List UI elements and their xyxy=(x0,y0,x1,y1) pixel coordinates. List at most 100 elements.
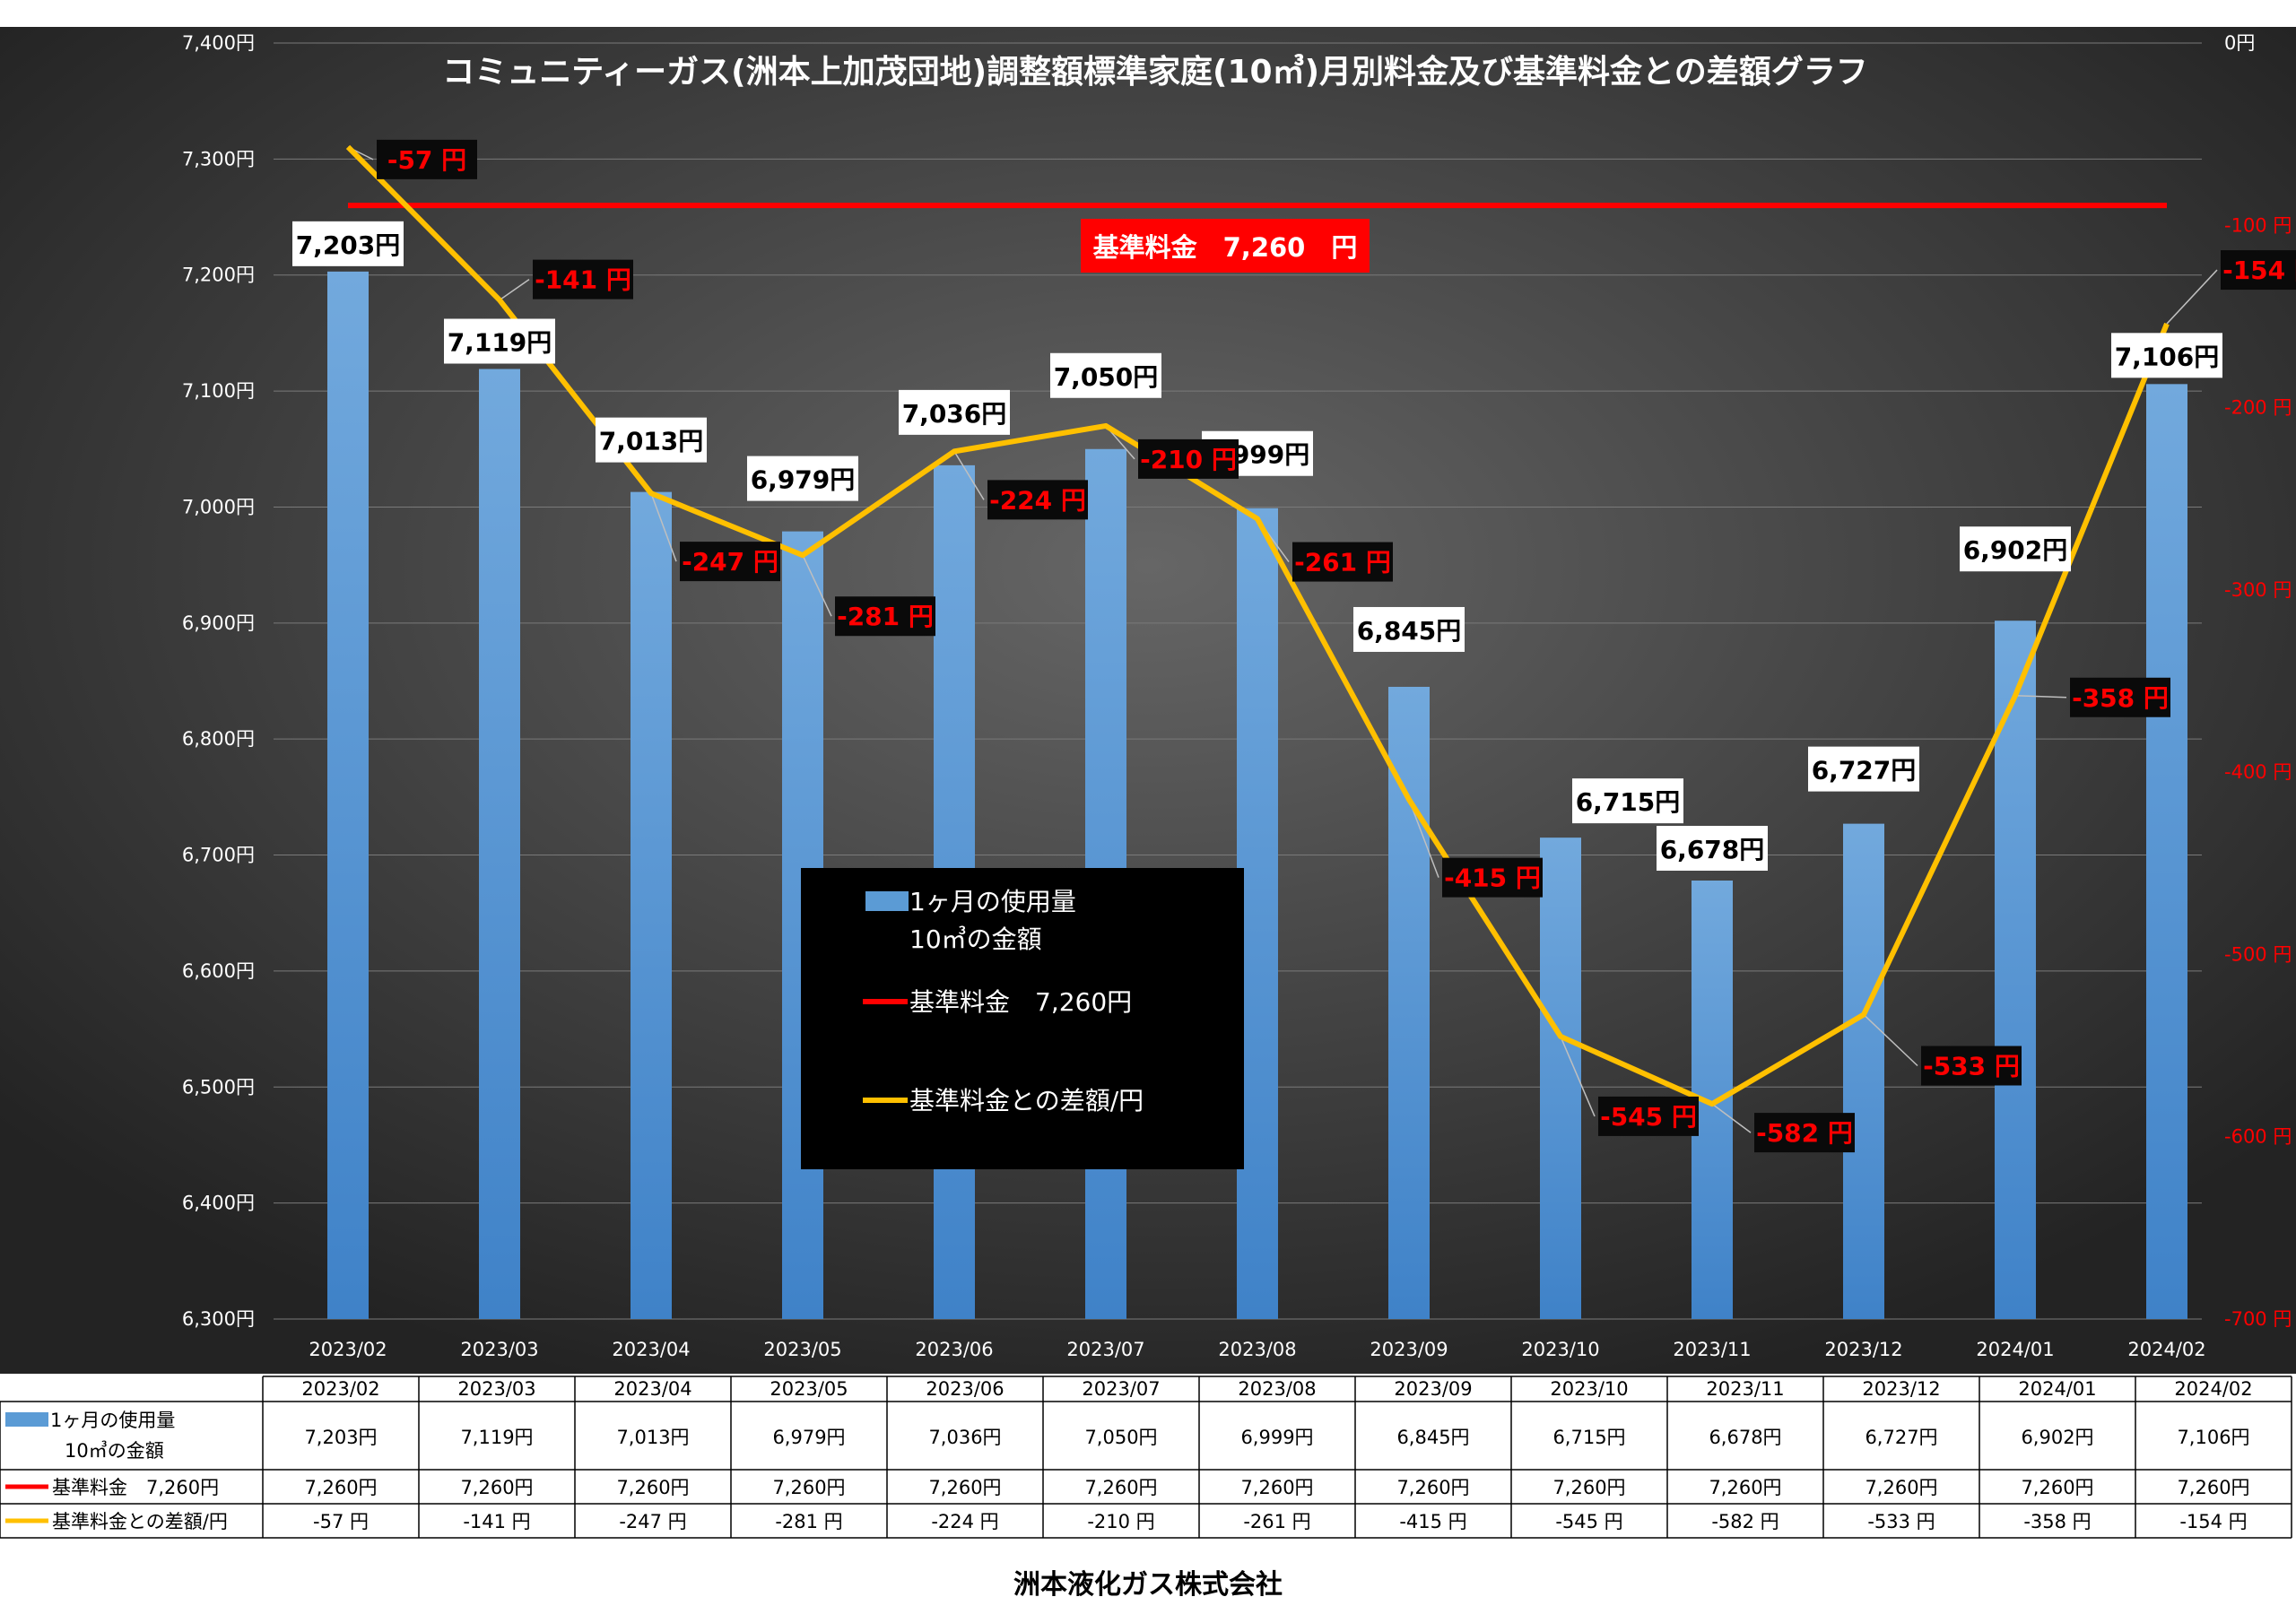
bar-label-box xyxy=(1050,352,1161,398)
table-cell: 7,119円 xyxy=(460,1427,533,1448)
bar-label-box xyxy=(1572,778,1683,824)
table-cell: 7,260円 xyxy=(1709,1477,1781,1498)
table-cell: 6,999円 xyxy=(1240,1427,1313,1448)
table-header: 2023/02 xyxy=(301,1378,379,1400)
diff-value-label: -247 円 xyxy=(682,547,778,577)
bar xyxy=(327,271,369,1319)
diff-value-label: -358 円 xyxy=(2072,683,2169,713)
legend-red-label: 基準料金 7,260円 xyxy=(909,987,1132,1017)
bar-label-box xyxy=(747,456,858,501)
right-tick-label: -500 円 xyxy=(2224,943,2292,965)
left-tick-label: 6,800円 xyxy=(182,728,255,750)
left-tick-label: 6,500円 xyxy=(182,1076,255,1098)
table-cell: 7,106円 xyxy=(2177,1427,2249,1448)
table-cell: -261 円 xyxy=(1243,1511,1310,1532)
table-row-header: 10㎥の金額 xyxy=(65,1440,164,1462)
diff-value-label: -281 円 xyxy=(837,602,934,631)
diff-value-label: -582 円 xyxy=(1756,1118,1853,1148)
table-cell: 7,013円 xyxy=(616,1427,689,1448)
x-tick-label: 2024/01 xyxy=(1976,1339,2054,1360)
diff-value-label: -533 円 xyxy=(1923,1052,2020,1081)
table-row-header: 基準料金 7,260円 xyxy=(52,1477,219,1498)
x-tick-label: 2023/07 xyxy=(1066,1339,1144,1360)
table-cell: 7,260円 xyxy=(460,1477,533,1498)
table-header: 2023/03 xyxy=(457,1378,535,1400)
left-tick-label: 7,100円 xyxy=(182,380,255,402)
table-row-header: 基準料金との差額/円 xyxy=(52,1511,228,1532)
table-header: 2023/10 xyxy=(1550,1378,1628,1400)
legend: 1ヶ月の使用量 10㎥の金額 基準料金 7,260円 基準料金との差額/円 xyxy=(801,868,1244,1169)
table-cell: 7,260円 xyxy=(772,1477,845,1498)
x-tick-label: 2023/02 xyxy=(309,1339,387,1360)
table-cell: 6,727円 xyxy=(1865,1427,1937,1448)
data-table: 2023/02 7,203円 7,260円 -57 円 2023/03 7,119円 7,2… xyxy=(0,1374,2296,1553)
left-tick-label: 7,300円 xyxy=(182,148,255,169)
table-bar-swatch xyxy=(5,1412,48,1427)
leader-line xyxy=(953,450,985,500)
table-cell: 7,050円 xyxy=(1084,1427,1157,1448)
bar-value-label: 6,902円 xyxy=(1963,535,2068,565)
table-cell: -57 円 xyxy=(313,1511,369,1532)
bar-label-box xyxy=(899,389,1010,435)
bar-value-label: 6,727円 xyxy=(1812,756,1917,785)
bar-value-label: 7,036円 xyxy=(902,399,1007,429)
left-tick-label: 7,200円 xyxy=(182,265,255,286)
diff-value-label: -154 円 xyxy=(2222,256,2296,285)
table-cell: -582 円 xyxy=(1711,1511,1779,1532)
x-tick-label: 2023/11 xyxy=(1673,1339,1751,1360)
table-cell: 7,203円 xyxy=(304,1427,377,1448)
leader-line xyxy=(2014,695,2067,699)
table-cell: 6,678円 xyxy=(1709,1427,1781,1448)
diff-label-box xyxy=(1292,542,1393,582)
diff-label-box xyxy=(1138,438,1239,479)
leader-line xyxy=(1408,799,1439,878)
left-tick-label: 6,400円 xyxy=(182,1193,255,1214)
bar xyxy=(1995,621,2036,1319)
right-tick-label: -600 円 xyxy=(2224,1126,2292,1148)
diff-value-label: -545 円 xyxy=(1600,1102,1697,1132)
bar xyxy=(631,491,672,1319)
x-axis-labels: 2023/02 2023/03 2023/04 2023/05 2023/06 2023/… xyxy=(309,1339,2205,1360)
bar-value-label: 6,715円 xyxy=(1576,787,1681,817)
x-tick-label: 2023/10 xyxy=(1521,1339,1599,1360)
x-tick-label: 2023/12 xyxy=(1824,1339,1902,1360)
diff-value-label: -210 円 xyxy=(1140,445,1237,474)
table-cell: -281 円 xyxy=(775,1511,842,1532)
x-tick-label: 2023/03 xyxy=(460,1339,538,1360)
right-tick-label: -400 円 xyxy=(2224,761,2292,783)
diff-label-box xyxy=(377,139,477,179)
left-tick-label: 7,000円 xyxy=(182,496,255,517)
bar-value-label: 7,203円 xyxy=(296,230,401,260)
table-header: 2023/08 xyxy=(1238,1378,1316,1400)
diff-label-box xyxy=(533,259,633,299)
table-cell: 7,260円 xyxy=(1865,1477,1937,1498)
x-tick-label: 2023/08 xyxy=(1218,1339,1296,1360)
table-cell: 6,845円 xyxy=(1396,1427,1469,1448)
diff-value-label: -141 円 xyxy=(535,265,631,295)
table-cell: 7,260円 xyxy=(304,1477,377,1498)
table-cell: 6,979円 xyxy=(772,1427,845,1448)
table-header: 2023/06 xyxy=(926,1378,1004,1400)
diff-label-box xyxy=(1598,1096,1699,1136)
table-cell: -358 円 xyxy=(2023,1511,2091,1532)
bar-value-label: 7,106円 xyxy=(2115,342,2220,371)
x-tick-label: 2023/09 xyxy=(1370,1339,1448,1360)
chart-title: コミュニティーガス(洲本上加茂団地)調整額標準家庭(10㎥)月別料金及び基準料金… xyxy=(442,53,1867,91)
diff-value-label: -57 円 xyxy=(387,145,466,175)
x-tick-label: 2024/02 xyxy=(2127,1339,2205,1360)
diff-label-box xyxy=(2221,250,2296,291)
diff-line xyxy=(345,144,2170,1107)
bar-value-label: 6,678円 xyxy=(1660,835,1765,864)
left-tick-label: 6,300円 xyxy=(182,1308,255,1330)
leader-line xyxy=(1711,1103,1752,1133)
bar-label-box xyxy=(2111,333,2222,378)
diff-value-label: -224 円 xyxy=(989,485,1086,515)
table-cell: 7,260円 xyxy=(1396,1477,1469,1498)
legend-bar-label-2: 10㎥の金額 xyxy=(909,924,1042,954)
bar-label-box xyxy=(444,318,555,364)
table-cell: -141 円 xyxy=(463,1511,530,1532)
bar-label-box xyxy=(1960,526,2071,572)
left-tick-label: 6,700円 xyxy=(182,845,255,866)
left-tick-label: 7,400円 xyxy=(182,32,255,54)
diff-label-box xyxy=(1754,1113,1855,1153)
